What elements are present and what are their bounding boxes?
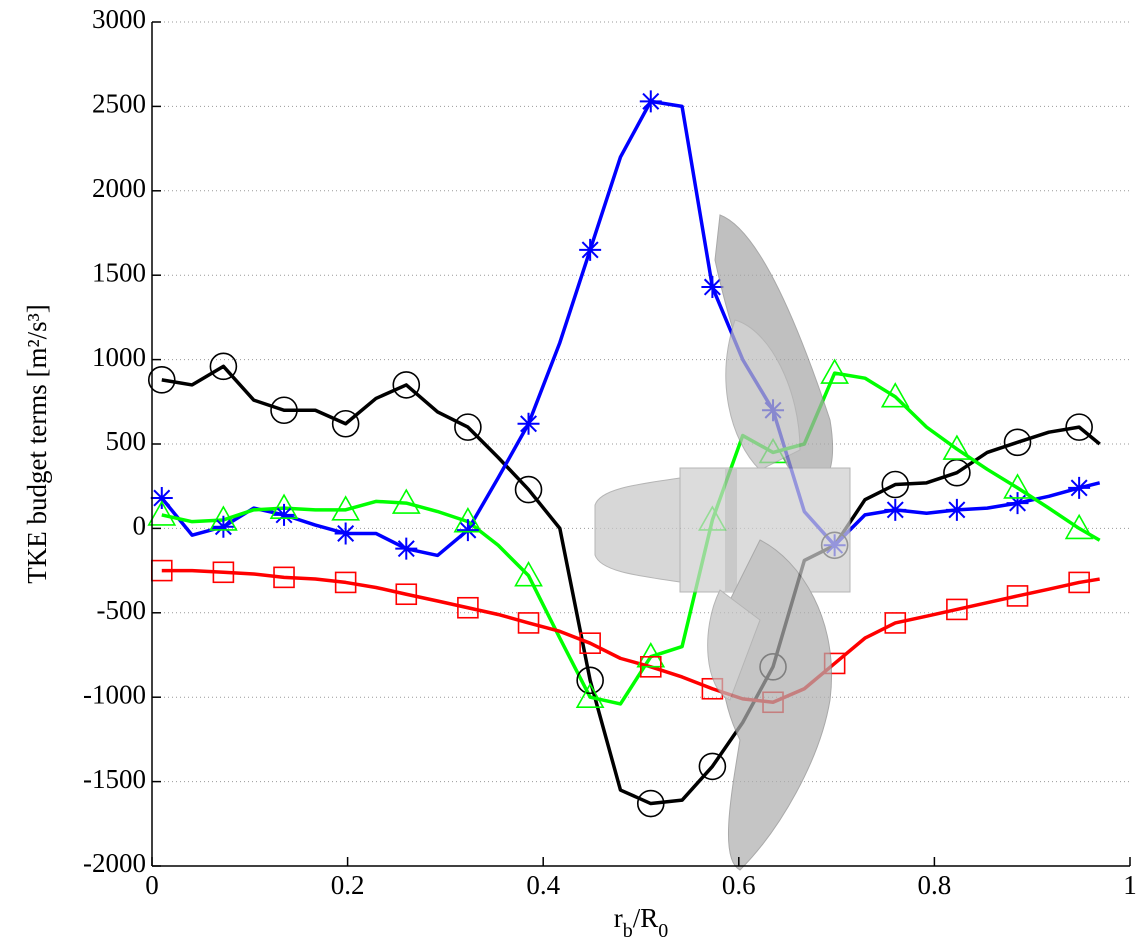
marker xyxy=(579,238,602,261)
marker xyxy=(392,371,421,399)
marker xyxy=(698,752,727,781)
marker xyxy=(209,505,238,531)
marker xyxy=(395,537,418,560)
series-line xyxy=(161,568,1100,705)
marker xyxy=(880,382,910,408)
y-tick-label: 500 xyxy=(106,426,147,456)
marker xyxy=(212,561,235,584)
marker xyxy=(147,500,177,526)
propeller-image xyxy=(594,214,851,871)
marker xyxy=(514,475,543,504)
marker xyxy=(942,434,972,460)
marker xyxy=(636,789,665,818)
x-axis-label-part: 0 xyxy=(658,920,668,942)
y-tick-label: 2500 xyxy=(92,89,146,119)
marker xyxy=(456,519,479,542)
marker xyxy=(1006,492,1029,515)
marker xyxy=(457,596,479,619)
marker xyxy=(147,366,176,394)
y-tick-label: -500 xyxy=(97,595,147,625)
marker xyxy=(1064,513,1094,540)
marker xyxy=(454,413,482,441)
x-axis-label: rb/R0 xyxy=(614,903,669,941)
marker xyxy=(1006,585,1029,607)
marker xyxy=(639,656,662,678)
marker xyxy=(945,498,968,521)
marker xyxy=(334,522,357,545)
marker xyxy=(273,503,296,526)
marker xyxy=(209,352,238,381)
x-tick-label: 0.6 xyxy=(722,870,756,900)
marker xyxy=(270,396,298,425)
x-tick-label: 1 xyxy=(1123,870,1137,900)
marker xyxy=(331,495,361,521)
marker xyxy=(1068,571,1090,594)
y-axis-label: TKE budget terms [m²/s³] xyxy=(22,304,52,583)
y-tick-label: 0 xyxy=(133,511,147,541)
marker xyxy=(334,571,357,594)
marker xyxy=(884,498,907,521)
marker xyxy=(331,409,360,438)
y-tick-label: -1000 xyxy=(83,679,146,709)
marker xyxy=(820,358,850,384)
marker xyxy=(884,612,907,634)
marker xyxy=(579,632,601,654)
plot-area xyxy=(147,90,1101,818)
grid xyxy=(152,21,1130,867)
marker xyxy=(212,515,235,538)
x-tick-label: 0.2 xyxy=(331,870,365,900)
marker xyxy=(575,682,605,708)
marker xyxy=(946,598,968,621)
marker xyxy=(391,488,421,514)
marker xyxy=(636,642,666,668)
marker xyxy=(1003,473,1032,499)
y-tick-label: 2000 xyxy=(92,173,146,203)
series-line xyxy=(161,364,1101,806)
marker xyxy=(514,561,543,587)
marker xyxy=(881,470,910,499)
y-tick-label: 1000 xyxy=(92,342,146,372)
marker xyxy=(273,566,295,589)
marker xyxy=(1068,476,1091,499)
marker xyxy=(576,666,604,695)
y-tick-label: 1500 xyxy=(92,257,146,287)
marker xyxy=(395,583,418,606)
marker xyxy=(150,487,173,510)
x-axis-label-part: r xyxy=(614,903,623,933)
x-tick-label: 0.8 xyxy=(918,870,952,900)
axes: -2000 -1500 -1000 -500 0 500 1000 1500 2000 2500 3… xyxy=(22,4,1137,941)
x-tick-label: 0 xyxy=(145,870,159,900)
marker xyxy=(269,493,299,519)
x-axis-label-part: b xyxy=(623,920,633,942)
y-tick-label: -2000 xyxy=(83,848,146,878)
y-tick-label: -1500 xyxy=(83,764,146,794)
marker xyxy=(639,90,662,113)
marker xyxy=(453,507,483,533)
marker xyxy=(1003,428,1032,457)
marker xyxy=(701,276,724,299)
marker xyxy=(517,412,540,435)
marker xyxy=(517,612,540,634)
x-axis-label-part: /R xyxy=(633,903,659,933)
marker xyxy=(1065,413,1093,441)
x-tick-label: 0.4 xyxy=(526,870,560,900)
y-tick-label: 3000 xyxy=(92,4,146,34)
